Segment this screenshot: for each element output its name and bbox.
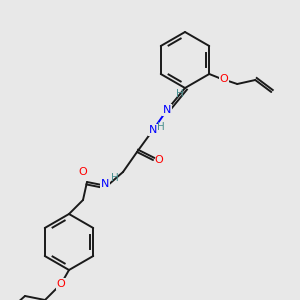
Text: O: O	[57, 279, 65, 289]
Text: N: N	[149, 125, 157, 135]
Text: H: H	[111, 173, 119, 183]
Text: O: O	[79, 167, 87, 177]
Text: N: N	[101, 179, 109, 189]
Text: H: H	[157, 122, 165, 132]
Text: O: O	[154, 155, 164, 165]
Text: H: H	[176, 89, 184, 99]
Text: N: N	[163, 105, 171, 115]
Text: O: O	[220, 74, 229, 84]
